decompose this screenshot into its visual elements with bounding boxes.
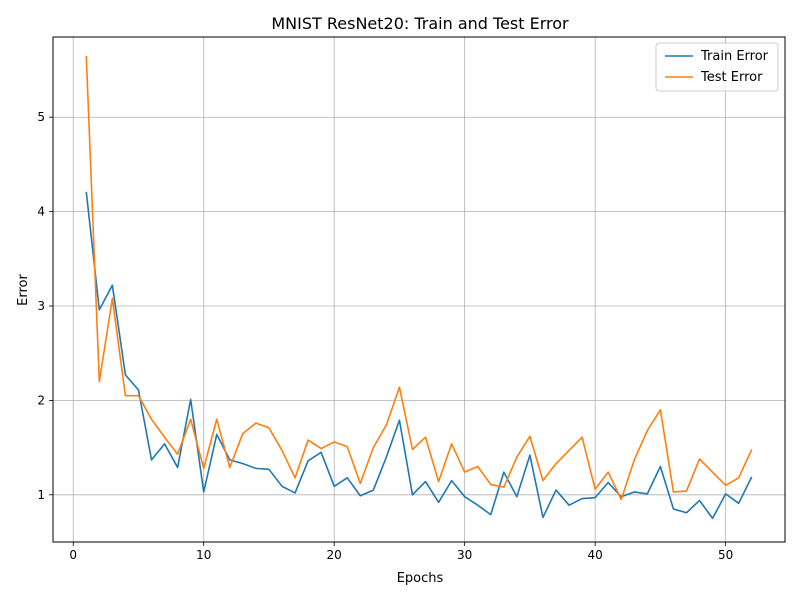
x-tick-label: 0 xyxy=(69,548,77,562)
x-tick-label: 50 xyxy=(718,548,733,562)
x-axis-label: Epochs xyxy=(397,571,444,586)
axis-ticks: 0 10 20 30 40 50 1 2 3 4 5 xyxy=(37,110,733,562)
series-lines xyxy=(85,55,753,520)
legend-label-test: Test Error xyxy=(700,70,763,85)
x-tick-label: 40 xyxy=(588,548,603,562)
y-tick-label: 5 xyxy=(37,110,45,124)
plot-frame xyxy=(52,36,786,543)
legend: Train Error Test Error xyxy=(655,42,779,92)
x-tick-label: 30 xyxy=(457,548,472,562)
y-tick-label: 4 xyxy=(37,205,45,219)
x-tick-label: 20 xyxy=(327,548,342,562)
y-tick-label: 2 xyxy=(37,393,45,407)
legend-box xyxy=(655,42,779,92)
grid-lines xyxy=(53,37,785,542)
x-tick-label: 10 xyxy=(196,548,211,562)
series-line-test-error xyxy=(85,55,753,501)
y-tick-label: 3 xyxy=(37,299,45,313)
y-axis-label: Error xyxy=(16,274,31,306)
chart-title: MNIST ResNet20: Train and Test Error xyxy=(271,14,569,33)
y-tick-label: 1 xyxy=(37,488,45,502)
legend-label-train: Train Error xyxy=(700,49,769,64)
